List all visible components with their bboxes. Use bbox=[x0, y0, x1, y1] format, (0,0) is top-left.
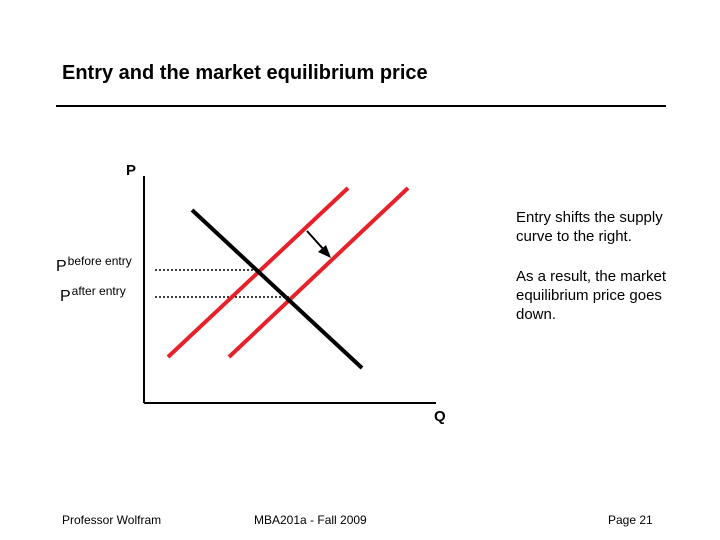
price-before-label: Pbefore entry bbox=[56, 254, 132, 276]
price-after-main: P bbox=[60, 288, 71, 305]
price-before-main: P bbox=[56, 258, 67, 275]
footer-course: MBA201a - Fall 2009 bbox=[254, 513, 367, 527]
y-axis-label: P bbox=[126, 162, 137, 179]
shift-arrow bbox=[306, 230, 326, 252]
title-divider bbox=[56, 105, 666, 107]
x-axis-label: Q bbox=[434, 408, 446, 425]
price-after-label: Pafter entry bbox=[60, 284, 126, 306]
demand-curve bbox=[190, 208, 364, 370]
footer-page: Page 21 bbox=[608, 513, 653, 527]
price-before-sub: before entry bbox=[67, 254, 132, 268]
shift-arrow-head bbox=[318, 245, 331, 258]
supply-curve-after bbox=[227, 186, 410, 359]
price-after-sub: after entry bbox=[71, 284, 126, 298]
note-result: As a result, the market equilibrium pric… bbox=[516, 268, 667, 323]
footer-author: Professor Wolfram bbox=[62, 513, 162, 527]
slide-title: Entry and the market equilibrium price bbox=[62, 62, 428, 84]
note-shift: Entry shifts the supply curve to the rig… bbox=[516, 209, 663, 245]
